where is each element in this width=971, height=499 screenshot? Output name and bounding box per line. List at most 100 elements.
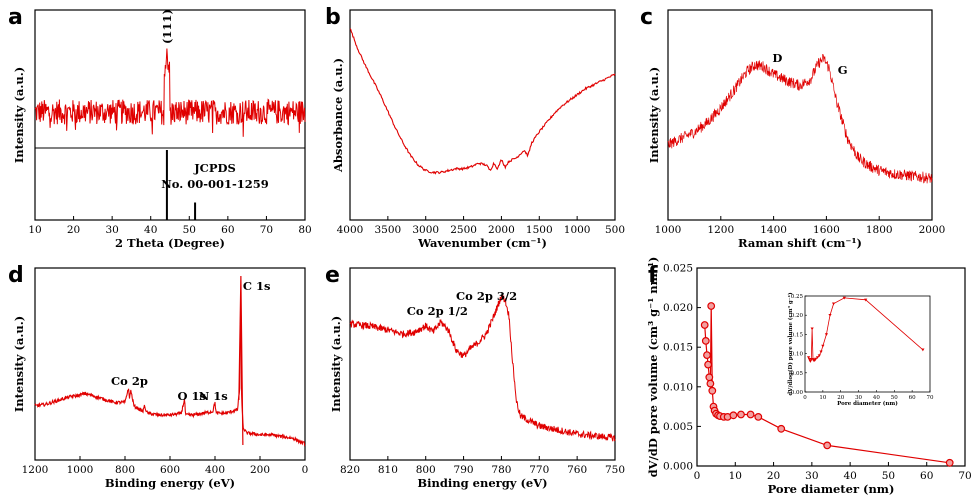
inset-data-point (831, 302, 836, 306)
data-point (708, 386, 717, 395)
panel-label-d: d (8, 263, 24, 288)
inset-x-tick-label: 10 (819, 395, 826, 401)
y-tick-label: 0.025 (663, 263, 693, 275)
x-tick-label: 790 (454, 464, 474, 476)
x-tick-label: 500 (605, 224, 625, 236)
inset-x-tick-label: 30 (855, 395, 862, 401)
inset-y-tick-label: 0.25 (791, 294, 804, 300)
data-point (754, 413, 763, 421)
x-tick-label: 1600 (813, 224, 840, 236)
y-axis-label: Intensity (a.u.) (329, 316, 343, 412)
x-tick-label: 1200 (22, 464, 49, 476)
y-tick-label: 0.015 (663, 342, 693, 354)
x-tick-label: 820 (340, 464, 360, 476)
annotation-co2p32: Co 2p 3/2 (456, 289, 517, 303)
data-point (945, 458, 954, 467)
y-tick-label: 0.010 (663, 381, 693, 393)
x-tick-label: 20 (767, 470, 780, 482)
y-axis-label: Intensity (a.u.) (647, 67, 661, 163)
inset-data-point (864, 298, 868, 302)
data-point (703, 351, 711, 360)
annotation-o1s: O 1s (178, 389, 207, 403)
chart-panel-b: b 4000 3500 3000 2500 2000 1500 1000 500 Wavenumb… (325, 5, 625, 250)
inset-y-tick-label: 0.10 (791, 352, 804, 358)
inset-data-point (921, 348, 925, 352)
x-tick-label: 0 (694, 470, 701, 482)
x-tick-label: 1000 (67, 464, 94, 476)
x-tick-label: 2000 (488, 224, 515, 236)
plot-frame-f (696, 267, 966, 467)
inset-data-point (815, 356, 820, 360)
series-line (34, 303, 306, 447)
inset-x-tick-label: 50 (891, 395, 898, 401)
panel-label-c: c (640, 5, 653, 30)
x-axis-label: Binding energy (eV) (417, 476, 547, 490)
data-point (737, 410, 745, 419)
data-point (707, 302, 716, 310)
c1s-peak (238, 275, 244, 446)
inset-x-tick-label: 20 (837, 395, 844, 401)
x-tick-label: 3500 (374, 224, 401, 236)
x-tick-label: 780 (491, 464, 511, 476)
x-tick-label: 1200 (707, 224, 734, 236)
y-axis-label: dV/dD pore volume (cm³ g⁻¹ nm⁻¹) (646, 257, 660, 478)
panel-label-a: a (8, 5, 23, 30)
x-tick-label: 70 (958, 470, 971, 482)
data-point (746, 410, 755, 419)
inset-y-tick-label: 0.05 (791, 371, 804, 377)
inset-data-point (814, 357, 818, 361)
inset-data-point (842, 296, 846, 300)
x-tick-label: 40 (843, 470, 856, 482)
x-tick-label: 30 (105, 224, 118, 236)
annotation-co2p12: Co 2p 1/2 (407, 304, 468, 318)
y-tick-label: 0.005 (663, 421, 693, 433)
x-tick-label: 2500 (450, 224, 477, 236)
reference-label: JCPDS (193, 161, 236, 175)
x-tick-label: 4000 (337, 224, 364, 236)
data-point (777, 424, 786, 433)
y-axis-label: Absorbance (a.u.) (331, 58, 345, 173)
data-point (706, 379, 715, 388)
inset-x-tick-label: 70 (927, 395, 934, 401)
x-tick-label: 800 (115, 464, 135, 476)
plot-frame-e (349, 267, 616, 461)
inset-frame (804, 295, 931, 393)
inset-x-tick-label: 60 (909, 395, 916, 401)
data-point (701, 337, 710, 345)
x-tick-label: 1000 (655, 224, 682, 236)
data-point (704, 360, 712, 369)
x-tick-label: 80 (298, 224, 311, 236)
plot-frame-d (34, 267, 306, 461)
chart-panel-a: a 10 20 30 40 50 60 70 80 2 Theta (Degree) (111) JC… (8, 5, 312, 250)
x-axis-label: Pore diameter (nm) (768, 482, 895, 496)
chart-panel-e: e 820 810 800 790 780 770 760 750 Binding energy … (325, 263, 625, 490)
annotation-D: D (772, 51, 782, 65)
y-axis-label: Intensity (a.u.) (12, 67, 26, 163)
annotation-c1s: C 1s (243, 279, 271, 293)
reference-card: No. 00-001-1259 (161, 177, 269, 191)
series-line (349, 28, 616, 175)
x-axis-label: 2 Theta (Degree) (115, 236, 225, 250)
y-tick-label: 0.000 (663, 461, 693, 473)
x-tick-label: 0 (302, 464, 309, 476)
panel-label-b: b (325, 5, 341, 30)
x-tick-label: 60 (221, 224, 234, 236)
x-tick-label: 10 (729, 470, 742, 482)
chart-panel-c: c 1000 1200 1400 1600 1800 2000 Raman shift (cm… (640, 5, 945, 250)
x-tick-label: 800 (416, 464, 436, 476)
x-tick-label: 400 (205, 464, 225, 476)
x-axis-label: Raman shift (cm⁻¹) (738, 236, 862, 250)
inset-data-point (824, 333, 829, 336)
x-tick-label: 50 (183, 224, 196, 236)
chart-panel-d: d 1200 1000 800 600 400 200 0 Binding energy (eV… (8, 263, 308, 490)
series-line (667, 54, 933, 184)
x-tick-label: 1000 (564, 224, 591, 236)
series-line (34, 48, 306, 137)
panel-label-e: e (325, 263, 340, 288)
inset-data-point (821, 344, 825, 348)
x-tick-label: 10 (28, 224, 41, 236)
x-axis-label: Binding energy (eV) (105, 476, 235, 490)
x-tick-label: 60 (920, 470, 933, 482)
inset-y-tick-label: 0.15 (791, 332, 804, 338)
